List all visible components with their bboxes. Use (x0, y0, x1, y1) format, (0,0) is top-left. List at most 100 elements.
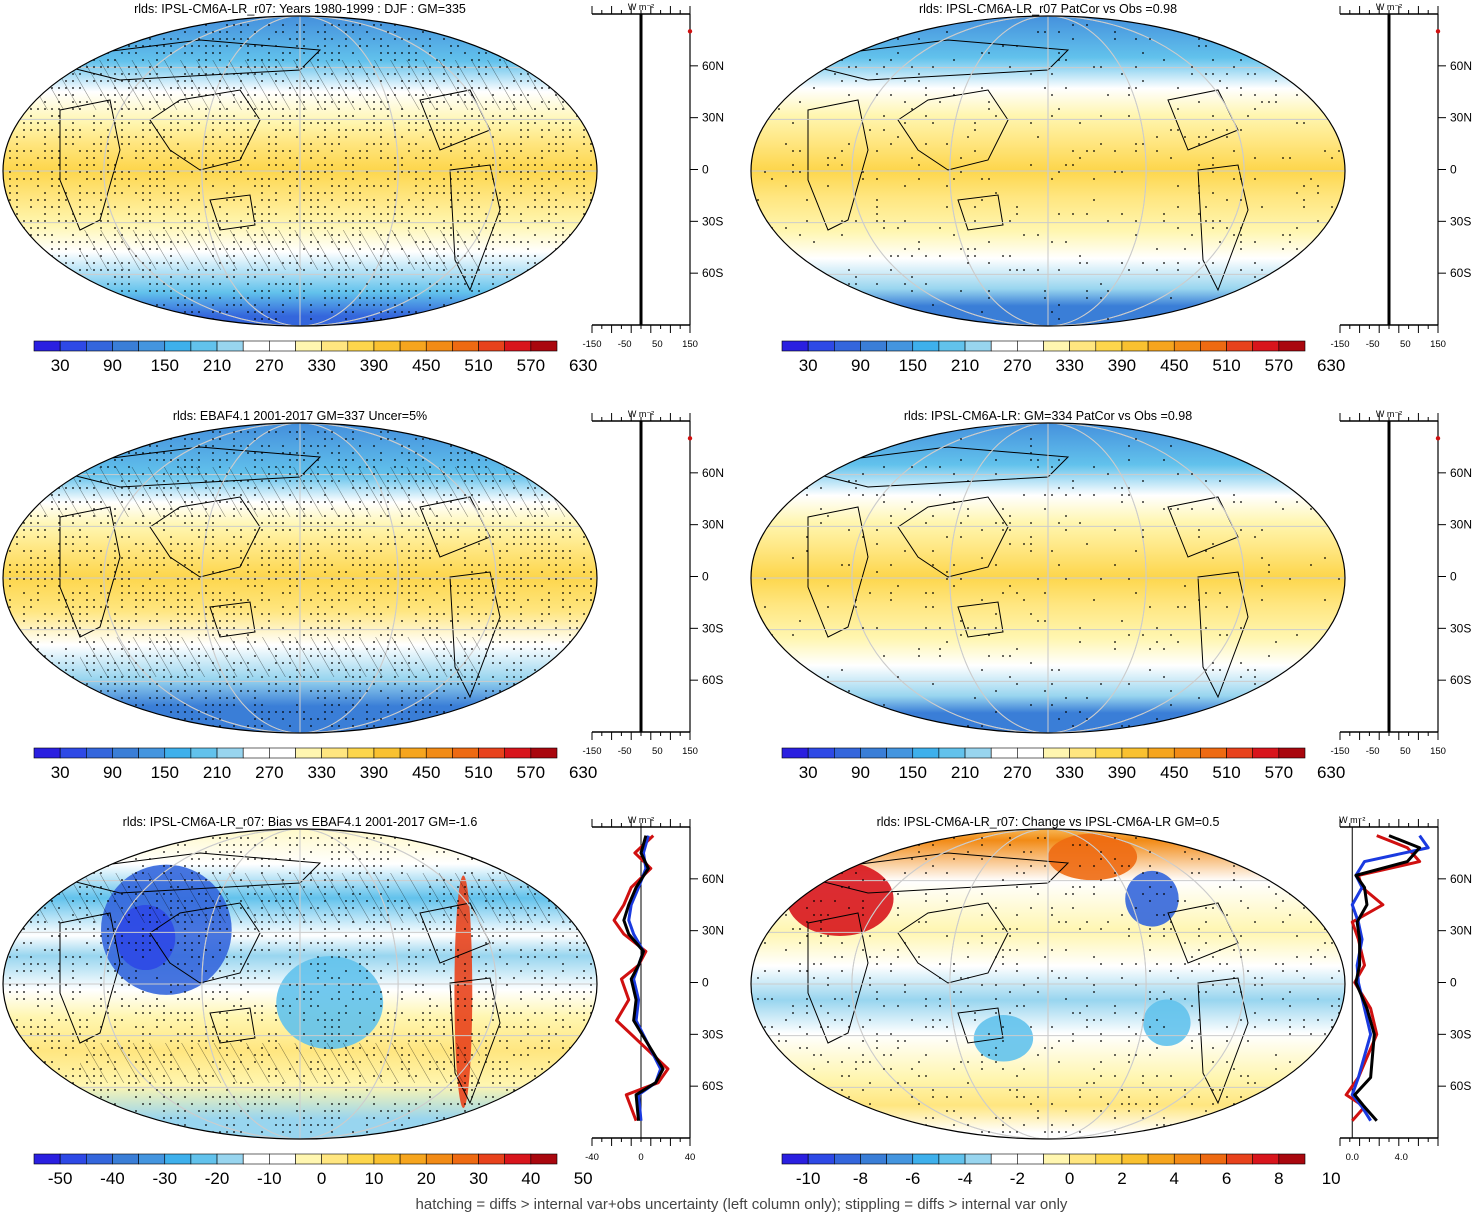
colorbar-swatch (59, 747, 87, 759)
map-anomaly-region (1048, 833, 1138, 881)
latitude-tick-label: 0 (702, 163, 709, 177)
colorbar-label: 390 (360, 356, 388, 375)
colorbar-label: 510 (1212, 356, 1240, 375)
coastline (897, 902, 1009, 984)
colorbar-label: -10 (796, 1169, 821, 1188)
colorbar-swatch (399, 1153, 427, 1165)
colorbar-swatch (1278, 747, 1306, 759)
colorbar-swatch (1226, 340, 1253, 352)
panel-title: rlds: IPSL-CM6A-LR_r07: Years 1980-1999 … (134, 2, 466, 16)
colorbar-swatch (242, 747, 270, 759)
colorbar-swatch (295, 1153, 322, 1165)
colorbar-label: -6 (905, 1169, 920, 1188)
colorbar-swatch (1069, 1153, 1097, 1165)
colorbar-label: 570 (1265, 763, 1293, 782)
colorbar-label: 210 (203, 763, 231, 782)
colorbar-swatch (781, 1153, 809, 1165)
colorbar-swatch (1173, 747, 1201, 759)
colorbar-label: -2 (1010, 1169, 1025, 1188)
profile-point (1435, 436, 1441, 441)
colorbar-label: 150 (151, 763, 179, 782)
colorbar-label: 270 (1003, 356, 1031, 375)
profile-x-tick-label: -150 (1330, 746, 1349, 757)
profile-unit-label: W m⁻² (1376, 2, 1402, 12)
map-outline (2, 15, 598, 327)
colorbar-swatch (59, 1153, 87, 1165)
colorbar-swatch (190, 747, 218, 759)
colorbar-swatch (1252, 340, 1280, 352)
colorbar-label: 570 (517, 356, 545, 375)
colorbar-swatch (478, 1153, 505, 1165)
colorbar-label: 270 (255, 763, 283, 782)
colorbar-label: 10 (1322, 1169, 1341, 1188)
map (3, 16, 597, 326)
colorbar-swatch (807, 1153, 835, 1165)
panel-obs-ebaf: rlds: EBAF4.1 2001-2017 GM=337 Uncer=5% 3… (0, 407, 735, 807)
profile-unit-label: W m⁻² (628, 409, 654, 419)
latitude-tick-label: 0 (702, 570, 709, 584)
colorbar-swatch (964, 747, 992, 759)
colorbar-swatch (834, 1153, 861, 1165)
profile-x-tick-label: 150 (1430, 339, 1446, 350)
colorbar-label: 390 (1108, 356, 1136, 375)
colorbar-swatch (452, 340, 479, 352)
colorbar-label: 450 (1160, 763, 1188, 782)
colorbar-label: 2 (1117, 1169, 1126, 1188)
colorbar-swatch (242, 340, 270, 352)
colorbar-swatch (781, 340, 809, 352)
coastline (957, 1007, 1004, 1044)
latitude-tick-label: 60S (702, 1079, 723, 1093)
colorbar-swatch (504, 1153, 532, 1165)
coastline (897, 496, 1009, 578)
colorbar-swatch (1043, 340, 1070, 352)
colorbar-swatch (399, 747, 427, 759)
colorbar-swatch (990, 1153, 1018, 1165)
coastline (787, 852, 1070, 894)
zonal-profile: W m⁻² 60N 30N 0 30S 60S -40 0 40 (585, 815, 724, 1163)
colorbar-swatch (452, 1153, 479, 1165)
colorbar: -50 -40 -30 -20 -10 0 10 20 30 40 50 (33, 1153, 593, 1188)
colorbar-label: 210 (951, 356, 979, 375)
colorbar-label: 450 (1160, 356, 1188, 375)
zonal-profile: W m⁻² 60N 30N 0 30S 60S -150 -50 50 150 (582, 2, 724, 350)
colorbar-label: 0 (1065, 1169, 1074, 1188)
colorbar-label: 30 (799, 763, 818, 782)
map-outline (750, 828, 1346, 1140)
colorbar-swatch (1095, 1153, 1123, 1165)
colorbar-label: 30 (51, 763, 70, 782)
colorbar-label: 630 (569, 356, 597, 375)
colorbar-label: 450 (412, 763, 440, 782)
colorbar-label: 510 (1212, 763, 1240, 782)
colorbar-swatch (1278, 1153, 1306, 1165)
colorbar-swatch (964, 1153, 992, 1165)
colorbar-swatch (373, 747, 401, 759)
colorbar-swatch (1173, 1153, 1201, 1165)
map-anomaly-region (1143, 999, 1191, 1046)
colorbar-swatch (321, 1153, 349, 1165)
panel-title: rlds: IPSL-CM6A-LR_r07: Change vs IPSL-C… (876, 815, 1220, 829)
map-anomaly-region (276, 956, 384, 1050)
latitude-tick-label: 0 (1450, 163, 1457, 177)
coastline (209, 601, 256, 638)
colorbar-label: 570 (517, 763, 545, 782)
colorbar-swatch (216, 1153, 244, 1165)
colorbar-swatch (1043, 1153, 1070, 1165)
colorbar-swatch (295, 747, 322, 759)
colorbar-label: 90 (851, 763, 870, 782)
colorbar-swatch (1121, 747, 1149, 759)
colorbar-swatch (321, 340, 349, 352)
coastline (807, 506, 869, 638)
colorbar-swatch (86, 340, 113, 352)
profile-x-tick-label: 50 (1400, 746, 1411, 757)
colorbar-swatch (912, 1153, 940, 1165)
colorbar-swatch (33, 340, 61, 352)
panel-title: rlds: IPSL-CM6A-LR: GM=334 PatCor vs Obs… (903, 409, 1193, 423)
colorbar-swatch (1173, 340, 1201, 352)
profile-unit-label: W m⁻² (628, 2, 654, 12)
colorbar-swatch (216, 747, 244, 759)
colorbar-swatch (990, 747, 1018, 759)
colorbar-swatch (1278, 340, 1306, 352)
coastline (957, 601, 1004, 638)
colorbar-label: -10 (257, 1169, 282, 1188)
colorbar-label: 30 (799, 356, 818, 375)
